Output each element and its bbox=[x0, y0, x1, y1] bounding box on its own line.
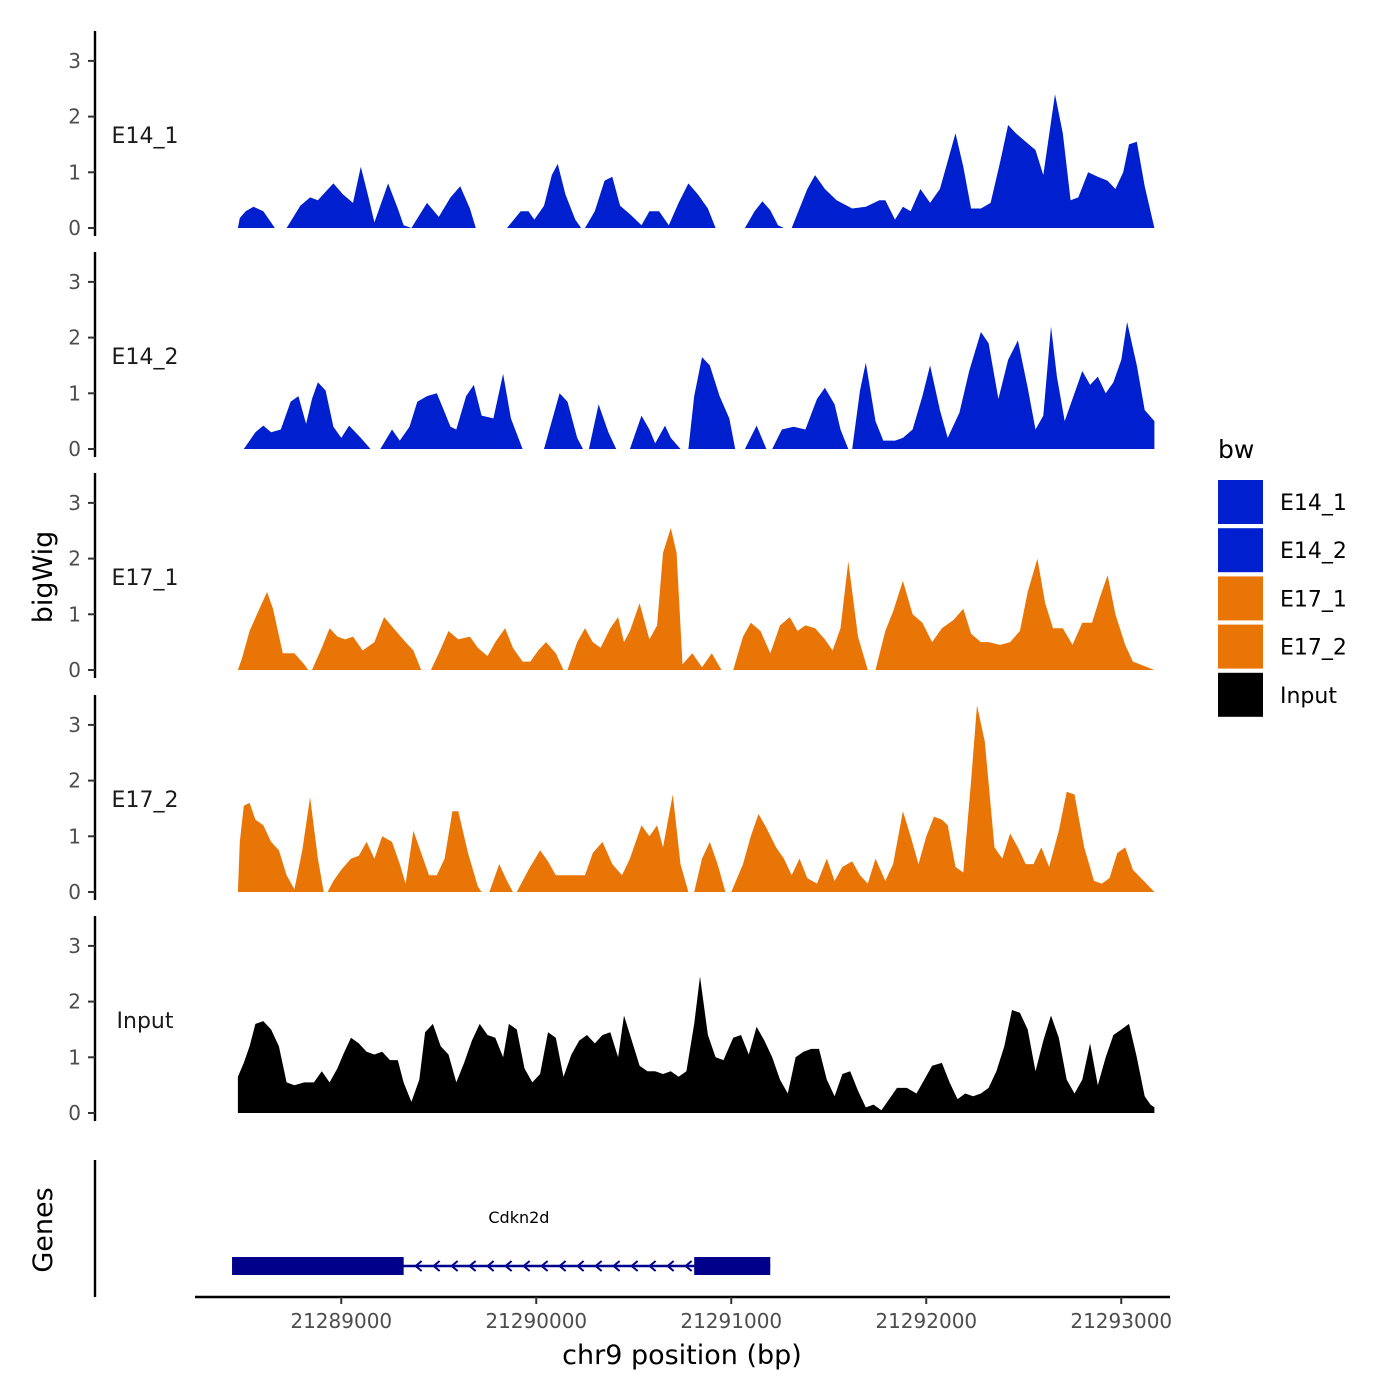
strand-arrow bbox=[576, 1260, 585, 1272]
strand-arrow bbox=[648, 1260, 657, 1272]
strand-arrow bbox=[414, 1260, 423, 1272]
track-e14-1: 0 1 2 3 E14_1 bbox=[68, 31, 1155, 240]
y-axis-title: bigWig bbox=[28, 531, 59, 624]
x-tick-label: 21293000 bbox=[1070, 1309, 1172, 1333]
track-e14-2: 0 1 2 3 E14_2 bbox=[68, 252, 1155, 461]
gene-track: Cdkn2d bbox=[93, 1160, 771, 1297]
track-label: E14_2 bbox=[112, 345, 179, 370]
y-tick-label: 3 bbox=[68, 934, 81, 958]
gene-exon bbox=[694, 1257, 771, 1275]
legend-label: E14_1 bbox=[1280, 491, 1347, 516]
y-tick-label: 0 bbox=[68, 658, 81, 682]
legend-label: Input bbox=[1280, 684, 1337, 709]
legend-swatch-e14-2 bbox=[1218, 528, 1263, 573]
x-tick-label: 21292000 bbox=[875, 1309, 977, 1333]
strand-arrow bbox=[666, 1260, 675, 1272]
y-tick-label: 2 bbox=[68, 105, 81, 129]
track-e17-2: 0 1 2 3 E17_2 bbox=[68, 695, 1155, 904]
signal-area-input bbox=[237, 976, 1155, 1113]
y-tick-label: 3 bbox=[68, 713, 81, 737]
track-label: E14_1 bbox=[112, 124, 179, 149]
signal-area-e17-2 bbox=[237, 705, 1155, 892]
strand-arrow bbox=[432, 1260, 441, 1272]
y-tick-label: 2 bbox=[68, 547, 81, 571]
strand-arrow bbox=[612, 1260, 621, 1272]
track-label: E17_2 bbox=[112, 788, 179, 813]
y-tick-label: 0 bbox=[68, 1101, 81, 1125]
genes-track-title: Genes bbox=[28, 1187, 59, 1272]
strand-arrow bbox=[486, 1260, 495, 1272]
strand-arrow bbox=[468, 1260, 477, 1272]
strand-arrow bbox=[558, 1260, 567, 1272]
strand-arrow bbox=[450, 1260, 459, 1272]
legend-swatch-input bbox=[1218, 672, 1263, 717]
y-tick-label: 1 bbox=[68, 160, 81, 184]
strand-arrow bbox=[522, 1260, 531, 1272]
signal-area-e14-1 bbox=[237, 94, 1155, 228]
y-tick-label: 3 bbox=[68, 491, 81, 515]
y-tick-label: 0 bbox=[68, 216, 81, 240]
track-label: Input bbox=[117, 1009, 174, 1034]
x-axis: 21289000 21290000 21291000 21292000 21293000 bbox=[195, 1295, 1172, 1333]
signal-area-e14-2 bbox=[243, 322, 1155, 449]
strand-arrow bbox=[504, 1260, 513, 1272]
track-e17-1: 0 1 2 3 E17_1 bbox=[68, 473, 1155, 682]
legend: bw E14_1 E14_2 E17_1 E17_2 Input bbox=[1218, 435, 1347, 717]
x-tick-label: 21291000 bbox=[680, 1309, 782, 1333]
y-tick-label: 1 bbox=[68, 1045, 81, 1069]
strand-arrow bbox=[630, 1260, 639, 1272]
x-axis-title: chr9 position (bp) bbox=[562, 1340, 802, 1371]
y-tick-label: 2 bbox=[68, 326, 81, 350]
y-tick-label: 0 bbox=[68, 437, 81, 461]
y-tick-label: 2 bbox=[68, 769, 81, 793]
legend-swatch-e17-1 bbox=[1218, 576, 1263, 621]
y-tick-label: 1 bbox=[68, 824, 81, 848]
legend-title: bw bbox=[1218, 435, 1254, 464]
x-tick-label: 21290000 bbox=[485, 1309, 587, 1333]
gene-exon bbox=[232, 1257, 404, 1275]
strand-arrow bbox=[684, 1260, 693, 1272]
y-tick-label: 3 bbox=[68, 49, 81, 73]
signal-tracks: 0 1 2 3 E14_1 0 1 2 3 E14_2 0 1 2 3 E17_1 0 1 2 3 E17_2 0 1 2 3… bbox=[68, 31, 1155, 1125]
legend-label: E17_1 bbox=[1280, 587, 1347, 612]
y-tick-label: 1 bbox=[68, 602, 81, 626]
legend-label: E17_2 bbox=[1280, 636, 1347, 661]
x-tick-label: 21289000 bbox=[290, 1309, 392, 1333]
track-input: 0 1 2 3 Input bbox=[68, 916, 1155, 1125]
signal-area-e17-1 bbox=[237, 528, 1155, 670]
y-tick-label: 2 bbox=[68, 990, 81, 1014]
strand-arrow bbox=[540, 1260, 549, 1272]
legend-swatch-e14-1 bbox=[1218, 480, 1263, 524]
gene-label: Cdkn2d bbox=[488, 1208, 549, 1227]
y-tick-label: 0 bbox=[68, 880, 81, 904]
legend-swatch-e17-2 bbox=[1218, 624, 1263, 669]
y-tick-label: 3 bbox=[68, 270, 81, 294]
track-label: E17_1 bbox=[112, 566, 179, 591]
y-tick-label: 1 bbox=[68, 381, 81, 405]
strand-arrow bbox=[594, 1260, 603, 1272]
legend-label: E14_2 bbox=[1280, 539, 1347, 564]
